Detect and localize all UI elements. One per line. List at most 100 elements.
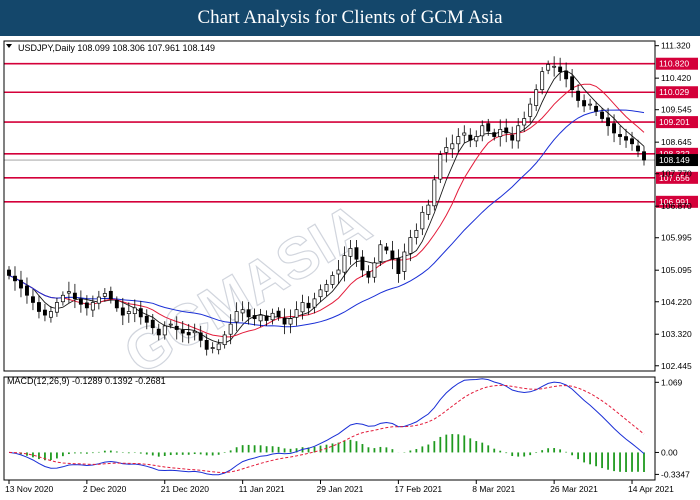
macd-signal-line (8, 384, 645, 474)
level-tag (656, 195, 698, 208)
candle-body (378, 244, 383, 262)
candle-body (150, 319, 155, 329)
candle-body (330, 275, 335, 285)
candle-body (48, 311, 53, 318)
candle-body (450, 143, 455, 150)
current-price-tag (656, 154, 698, 167)
candle-body (588, 103, 593, 106)
y-tick-label: 102.445 (661, 361, 692, 371)
candle-body (138, 308, 143, 318)
candle-body (84, 302, 89, 309)
candle-body (462, 132, 467, 136)
candle-body (444, 147, 449, 153)
candle-body (636, 145, 640, 152)
candle-body (546, 64, 551, 71)
candle-body (66, 291, 71, 294)
level-tag (656, 86, 698, 99)
candle-body (168, 323, 173, 326)
candle-body (594, 105, 599, 112)
candle-body (19, 279, 23, 289)
candle-body (54, 302, 59, 313)
x-tick-label: 2 Dec 2020 (83, 484, 127, 494)
main-chart-label: USDJPY,Daily 108.099 108.306 107.961 108… (18, 43, 215, 53)
level-label: 110.029 (659, 87, 689, 97)
x-tick-label: 29 Jan 2021 (317, 484, 364, 494)
candle-body (384, 246, 389, 251)
y-tick-label: 111.320 (661, 41, 691, 51)
candle-body (288, 318, 293, 325)
candle-body (540, 71, 545, 91)
candle-body (264, 315, 269, 321)
candle-body (96, 296, 101, 304)
candle-body (618, 134, 622, 137)
candle-body (156, 328, 161, 336)
candle-body (372, 262, 377, 278)
macd-y-tick-label: -0.3347 (661, 469, 690, 479)
candle-body (516, 125, 521, 142)
macd-y-tick-label: 0.00 (661, 447, 678, 457)
candle-body (222, 334, 227, 346)
candle-body (78, 298, 83, 305)
candle-body (180, 329, 185, 334)
y-tick-label: 108.645 (661, 137, 692, 147)
candle-body (480, 125, 485, 137)
candle-body (456, 136, 461, 145)
candle-body (258, 314, 263, 322)
macd-line (8, 378, 645, 476)
candle-body (342, 255, 347, 273)
caret-down-icon[interactable] (6, 44, 12, 48)
y-tick-label: 107.770 (661, 169, 692, 179)
ma-slow-line (8, 109, 645, 328)
chart-banner-title: Chart Analysis for Clients of GCM Asia (0, 0, 700, 36)
candle-body (144, 315, 149, 323)
candle-body (36, 302, 41, 312)
candle-body (360, 256, 365, 271)
y-tick-label: 104.220 (661, 297, 692, 307)
macd-plot-frame (3, 376, 656, 481)
level-tag (656, 116, 698, 129)
candle-body (276, 310, 281, 318)
candle-body (306, 302, 311, 309)
candle-body (42, 309, 47, 316)
candle-body (294, 309, 299, 318)
candle-body (624, 136, 628, 141)
candle-body (13, 275, 17, 282)
candle-body (120, 307, 125, 316)
candle-body (354, 247, 359, 260)
candle-body (246, 309, 251, 318)
candle-body (324, 284, 329, 292)
candle-body (486, 123, 491, 132)
candle-body (126, 311, 131, 315)
y-tick-label: 105.995 (661, 233, 692, 243)
candle-body (7, 269, 11, 276)
candle-body (528, 103, 533, 117)
candle-body (408, 237, 413, 254)
candle-body (504, 127, 509, 134)
candle-body (31, 296, 35, 303)
candle-body (426, 204, 431, 215)
candle-body (348, 248, 353, 257)
candle-body (186, 332, 191, 336)
candle-body (300, 302, 305, 313)
y-tick-label: 106.870 (661, 201, 692, 211)
candle-body (570, 76, 575, 91)
candle-body (192, 330, 197, 334)
x-tick-label: 21 Dec 2020 (161, 484, 209, 494)
candle-body (600, 111, 605, 119)
x-tick-label: 17 Feb 2021 (394, 484, 442, 494)
candle-body (432, 179, 437, 207)
y-tick-label: 109.545 (661, 105, 692, 115)
candle-body (402, 251, 407, 272)
candle-body (606, 117, 611, 127)
candle-body (498, 129, 503, 137)
candle-body (132, 307, 137, 315)
x-tick-label: 8 Mar 2021 (472, 484, 515, 494)
candle-body (312, 298, 317, 308)
level-label: 110.820 (659, 59, 689, 69)
candle-body (474, 136, 479, 142)
x-tick-label: 26 Mar 2021 (550, 484, 598, 494)
candle-body (396, 258, 401, 274)
candle-body (318, 289, 323, 298)
candle-body (234, 311, 239, 323)
y-tick-label: 105.095 (661, 265, 692, 275)
